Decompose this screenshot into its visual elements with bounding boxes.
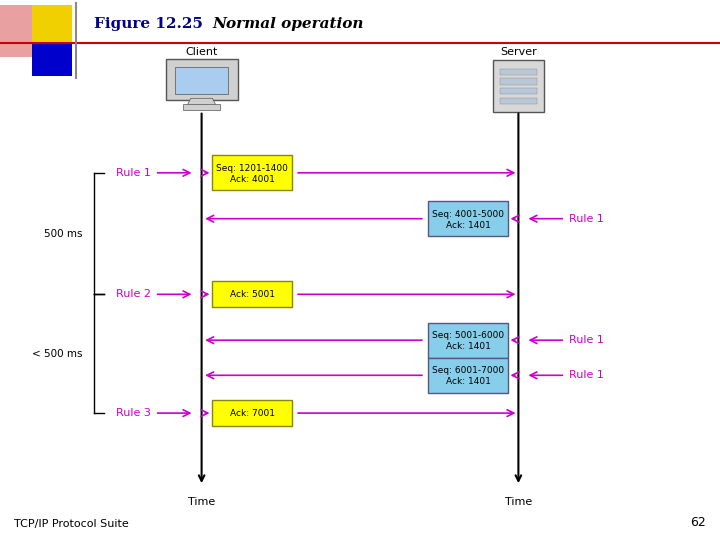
FancyBboxPatch shape xyxy=(0,5,32,57)
Text: Normal operation: Normal operation xyxy=(212,17,364,31)
FancyBboxPatch shape xyxy=(32,5,72,43)
Text: Time: Time xyxy=(505,497,532,507)
FancyBboxPatch shape xyxy=(428,358,508,393)
FancyBboxPatch shape xyxy=(500,78,537,85)
Text: Seq: 6001-7000: Seq: 6001-7000 xyxy=(432,367,504,375)
Text: Rule 3: Rule 3 xyxy=(117,408,151,418)
Text: Rule 1: Rule 1 xyxy=(569,214,603,224)
Text: Ack: 5001: Ack: 5001 xyxy=(230,290,274,299)
FancyBboxPatch shape xyxy=(493,60,544,112)
Text: Figure 12.25: Figure 12.25 xyxy=(94,17,202,31)
FancyBboxPatch shape xyxy=(500,88,537,94)
Text: Time: Time xyxy=(188,497,215,507)
FancyBboxPatch shape xyxy=(500,98,537,104)
FancyBboxPatch shape xyxy=(32,43,72,76)
FancyBboxPatch shape xyxy=(212,281,292,307)
Text: Seq: 4001-5000: Seq: 4001-5000 xyxy=(432,210,504,219)
FancyBboxPatch shape xyxy=(212,155,292,190)
Text: Rule 2: Rule 2 xyxy=(116,289,151,299)
Text: Ack: 1401: Ack: 1401 xyxy=(446,377,490,386)
Text: 62: 62 xyxy=(690,516,706,529)
Text: Seq: 1201-1400: Seq: 1201-1400 xyxy=(216,164,288,173)
Text: Rule 1: Rule 1 xyxy=(117,168,151,178)
FancyBboxPatch shape xyxy=(500,69,537,75)
Text: Rule 1: Rule 1 xyxy=(569,370,603,380)
FancyBboxPatch shape xyxy=(428,322,508,358)
Text: < 500 ms: < 500 ms xyxy=(32,349,83,359)
Text: Ack: 1401: Ack: 1401 xyxy=(446,342,490,351)
Text: Ack: 4001: Ack: 4001 xyxy=(230,175,274,184)
Text: Ack: 7001: Ack: 7001 xyxy=(230,409,274,417)
Text: Ack: 1401: Ack: 1401 xyxy=(446,221,490,230)
FancyBboxPatch shape xyxy=(183,104,220,110)
FancyBboxPatch shape xyxy=(175,68,228,94)
Text: TCP/IP Protocol Suite: TCP/IP Protocol Suite xyxy=(14,519,129,529)
FancyBboxPatch shape xyxy=(212,400,292,426)
FancyBboxPatch shape xyxy=(428,201,508,237)
Polygon shape xyxy=(187,98,216,105)
Text: Server: Server xyxy=(500,46,537,57)
Text: Rule 1: Rule 1 xyxy=(569,335,603,345)
Text: Client: Client xyxy=(186,46,217,57)
Text: Seq: 5001-6000: Seq: 5001-6000 xyxy=(432,332,504,340)
FancyBboxPatch shape xyxy=(166,59,238,100)
Text: 500 ms: 500 ms xyxy=(45,228,83,239)
